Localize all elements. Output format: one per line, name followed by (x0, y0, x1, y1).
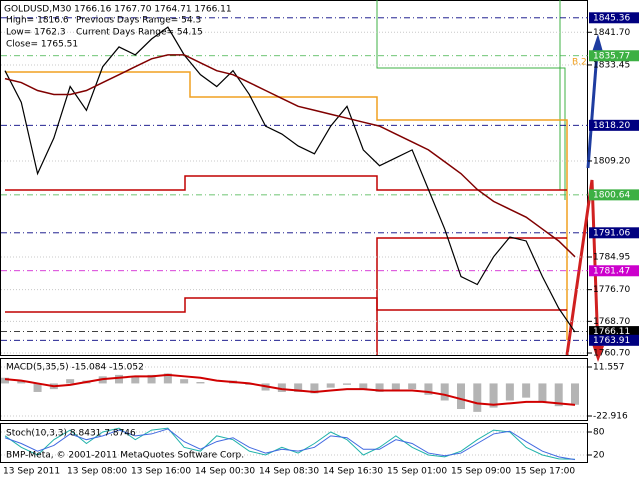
level-tag-label: 1835.77 (593, 51, 630, 61)
x-tick-label: 13 Sep 2011 (3, 467, 60, 477)
macd-bar (505, 383, 514, 401)
info-close: Close= 1765.51 (6, 40, 78, 50)
macd-panel (0, 358, 588, 421)
red-arrow-head (592, 344, 604, 362)
y-tick-label: 80 (593, 428, 605, 438)
level-tag (589, 227, 639, 239)
level-tag-label: 1800.64 (593, 190, 630, 200)
macd-bar (440, 383, 449, 401)
macd-bar (66, 379, 75, 384)
level-tag-label: 1845.36 (593, 13, 630, 23)
x-tick-label: 13 Sep 16:00 (131, 467, 191, 477)
macd-bar (115, 374, 123, 384)
macd-bar (457, 383, 465, 410)
blue-arrow (586, 39, 600, 169)
data-layer: 1841.70 1833.45 1809.20 1784.95 1776.70 1768.… (1, 12, 639, 477)
macd-bar (571, 383, 579, 405)
y-tick-label: 1760.70 (593, 349, 630, 359)
level-tag (589, 265, 639, 277)
y-tick-label: 20 (593, 450, 605, 460)
macd-bar (147, 374, 156, 384)
level-tag (589, 334, 639, 346)
red-box (376, 237, 567, 355)
y-tick-label: 1833.45 (593, 60, 630, 70)
macd-bar (391, 383, 400, 391)
stoch-label: Stoch(10,3,3) 8.8431 7.8746 (6, 429, 136, 439)
level-tag-label: 1818.20 (593, 121, 630, 131)
macd-bar (1, 377, 9, 384)
macd-bar (473, 383, 482, 412)
price-panel (0, 0, 588, 356)
y-tick-label: 1841.70 (593, 28, 630, 38)
level-tag (589, 119, 639, 131)
orange-steps (5, 71, 568, 340)
y-tick-label: 11.557 (593, 362, 625, 372)
y-tick-label: 1768.70 (593, 317, 630, 327)
y-tick-label: -22.916 (593, 412, 628, 422)
level-tag-label: 1763.91 (593, 336, 630, 346)
level-tag-label: 1791.06 (593, 228, 630, 238)
level-tag (589, 326, 639, 338)
macd-bar (375, 383, 384, 392)
macd-bar (424, 383, 433, 395)
macd-bar (326, 383, 335, 388)
macd-bar (359, 383, 368, 390)
annotation: B.2 (572, 58, 587, 68)
x-tick-label: 13 Sep 08:00 (67, 467, 127, 477)
x-tick-label: 14 Sep 00:30 (195, 467, 255, 477)
x-tick-label: 15 Sep 17:00 (515, 467, 575, 477)
macd-bar (554, 383, 563, 407)
red-level (5, 175, 567, 191)
macd-bar (522, 383, 531, 398)
macd-bar (343, 383, 351, 385)
x-tick-label: 14 Sep 16:30 (323, 467, 383, 477)
info-prev-range: Previous Days Range= 54.3 (76, 16, 201, 26)
macd-bar (131, 376, 140, 384)
macd-bar (196, 382, 205, 384)
macd-bar (163, 373, 172, 384)
chart-title: GOLDUSD,M30 1766.16 1767.70 1764.71 1766… (4, 5, 232, 15)
macd-bar (277, 383, 286, 392)
x-tick-label: 15 Sep 01:00 (387, 467, 447, 477)
info-cur-range: Current Days Range= 54.15 (76, 28, 203, 38)
red-level-low (5, 297, 567, 313)
info-low: Low= 1762.3 (6, 28, 66, 38)
level-tag (589, 12, 639, 24)
macd-bar (310, 383, 319, 394)
green-box (376, 0, 566, 200)
copyright: BMP-Meta, © 2001-2011 MetaQuotes Softwar… (6, 451, 244, 461)
blue-arrow-head (592, 34, 603, 52)
y-tick-label: 1784.95 (593, 252, 630, 262)
info-high: High= 1816.6 (6, 16, 69, 26)
macd-label: MACD(5,35,5) -15.084 -15.052 (6, 363, 144, 373)
level-tag (589, 189, 639, 201)
stoch-panel (0, 423, 588, 463)
red-arrow (565, 179, 600, 356)
stoch-signal (4, 428, 576, 461)
level-tag (589, 50, 639, 62)
macd-bar (408, 383, 417, 390)
macd-bar (180, 379, 189, 384)
macd-bar (489, 383, 498, 408)
y-tick-label: 1776.70 (593, 285, 630, 295)
macd-bar (17, 380, 26, 384)
x-tick-label: 15 Sep 09:00 (451, 467, 511, 477)
price-line (4, 26, 576, 333)
macd-signal (4, 373, 576, 406)
price-line (4, 54, 576, 258)
macd-bar (538, 383, 547, 402)
y-tick-label: 1809.20 (593, 156, 630, 166)
macd-bar (294, 383, 303, 392)
drawing-objects (5, 0, 604, 362)
macd-bar (33, 383, 42, 392)
level-tag-label: 1766.11 (593, 327, 630, 337)
level-tag-label: 1781.47 (593, 266, 630, 276)
x-tick-label: 14 Sep 08:30 (259, 467, 319, 477)
